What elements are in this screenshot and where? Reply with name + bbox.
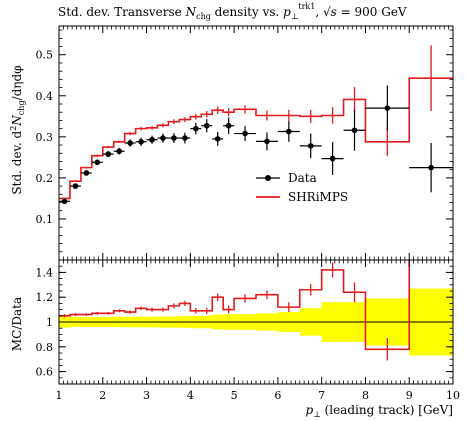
title-p-sup: trk1 xyxy=(298,2,315,11)
legend-data-label: Data xyxy=(288,171,317,185)
data-point-12 xyxy=(182,135,188,141)
y-axis-label-main: Std. dev. d2Nchg/dηdφ xyxy=(9,65,26,194)
title-energy: = 900 GeV xyxy=(337,5,407,19)
x-tick-label-8: 8 xyxy=(362,389,369,402)
data-point-1 xyxy=(61,198,68,205)
data-point-20 xyxy=(307,143,314,149)
title-p-sub: ⊥ xyxy=(291,12,299,21)
main-series xyxy=(59,45,453,205)
main-y-tick-label: 0.3 xyxy=(36,131,54,144)
x-tick-label-4: 4 xyxy=(187,389,194,402)
data-point-23 xyxy=(384,105,391,111)
title-sqrt: √ xyxy=(323,5,331,19)
title-p: p xyxy=(283,5,291,19)
data-point-4 xyxy=(94,159,101,166)
title-sep: , xyxy=(315,5,323,19)
data-point-15 xyxy=(214,136,221,142)
data-point-5 xyxy=(105,151,112,157)
main-y-tick-label: 0.4 xyxy=(36,90,54,103)
ratio-y-tick-label: 0.6 xyxy=(36,366,54,379)
data-point-19 xyxy=(286,128,292,135)
data-point-16 xyxy=(225,122,232,129)
data-point-10 xyxy=(160,135,166,141)
title-n: N xyxy=(185,5,197,19)
y-axis-label-ratio: MC/Data xyxy=(10,297,24,351)
x-tick-label-9: 9 xyxy=(406,389,413,402)
ratio-y-tick-label: 0.8 xyxy=(36,341,54,354)
data-point-11 xyxy=(171,135,177,141)
data-point-21 xyxy=(329,155,336,162)
ratio-y-tick-label: 1.2 xyxy=(36,291,54,304)
title-n-sub: chg xyxy=(196,12,211,21)
data-point-14 xyxy=(203,122,210,129)
x-tick-label-3: 3 xyxy=(143,389,150,402)
axis-ticks: 1 2 3 4 5 6 7 8 9 10 0.1 0.2 0.3 0.4 0.5 0.6 0.8 1 1.2 1.4 xyxy=(36,26,460,402)
legend-data-marker xyxy=(265,175,271,181)
ratio-series xyxy=(59,260,453,361)
data-point-9 xyxy=(149,136,155,143)
data-point-2 xyxy=(72,183,79,189)
main-y-tick-label: 0.2 xyxy=(36,172,54,185)
data-point-13 xyxy=(193,125,199,132)
x-tick-label-2: 2 xyxy=(99,389,106,402)
data-point-22 xyxy=(351,127,358,134)
x-axis-label: p⊥ (leading track) [GeV] xyxy=(306,403,453,419)
data-point-8 xyxy=(138,138,144,145)
data-point-17 xyxy=(242,130,248,137)
chart-title: Std. dev. Transverse Nchg density vs. p⊥… xyxy=(58,2,407,21)
legend: Data SHRiMPS xyxy=(256,171,348,204)
data-point-6 xyxy=(116,148,122,155)
data-point-18 xyxy=(264,138,270,145)
legend-mc-label: SHRiMPS xyxy=(288,190,348,204)
data-point-24 xyxy=(428,164,434,171)
data-point-7 xyxy=(127,140,133,146)
data-point-3 xyxy=(83,170,90,176)
mc-step-line xyxy=(59,77,453,200)
x-tick-label-5: 5 xyxy=(231,389,238,402)
main-plot-frame xyxy=(58,25,454,261)
ratio-y-tick-label: 1.4 xyxy=(36,266,54,279)
main-y-tick-label: 0.5 xyxy=(36,49,54,62)
x-tick-label-10: 10 xyxy=(446,389,460,402)
title-s: s xyxy=(331,5,337,19)
x-tick-label-6: 6 xyxy=(274,389,281,402)
x-tick-label-7: 7 xyxy=(318,389,325,402)
ratio-y-tick-label: 1 xyxy=(46,316,53,329)
x-tick-label-1: 1 xyxy=(56,389,63,402)
main-y-tick-label: 0.1 xyxy=(36,213,54,226)
title-prefix: Std. dev. Transverse xyxy=(58,5,186,19)
title-mid: density vs. xyxy=(211,5,283,19)
